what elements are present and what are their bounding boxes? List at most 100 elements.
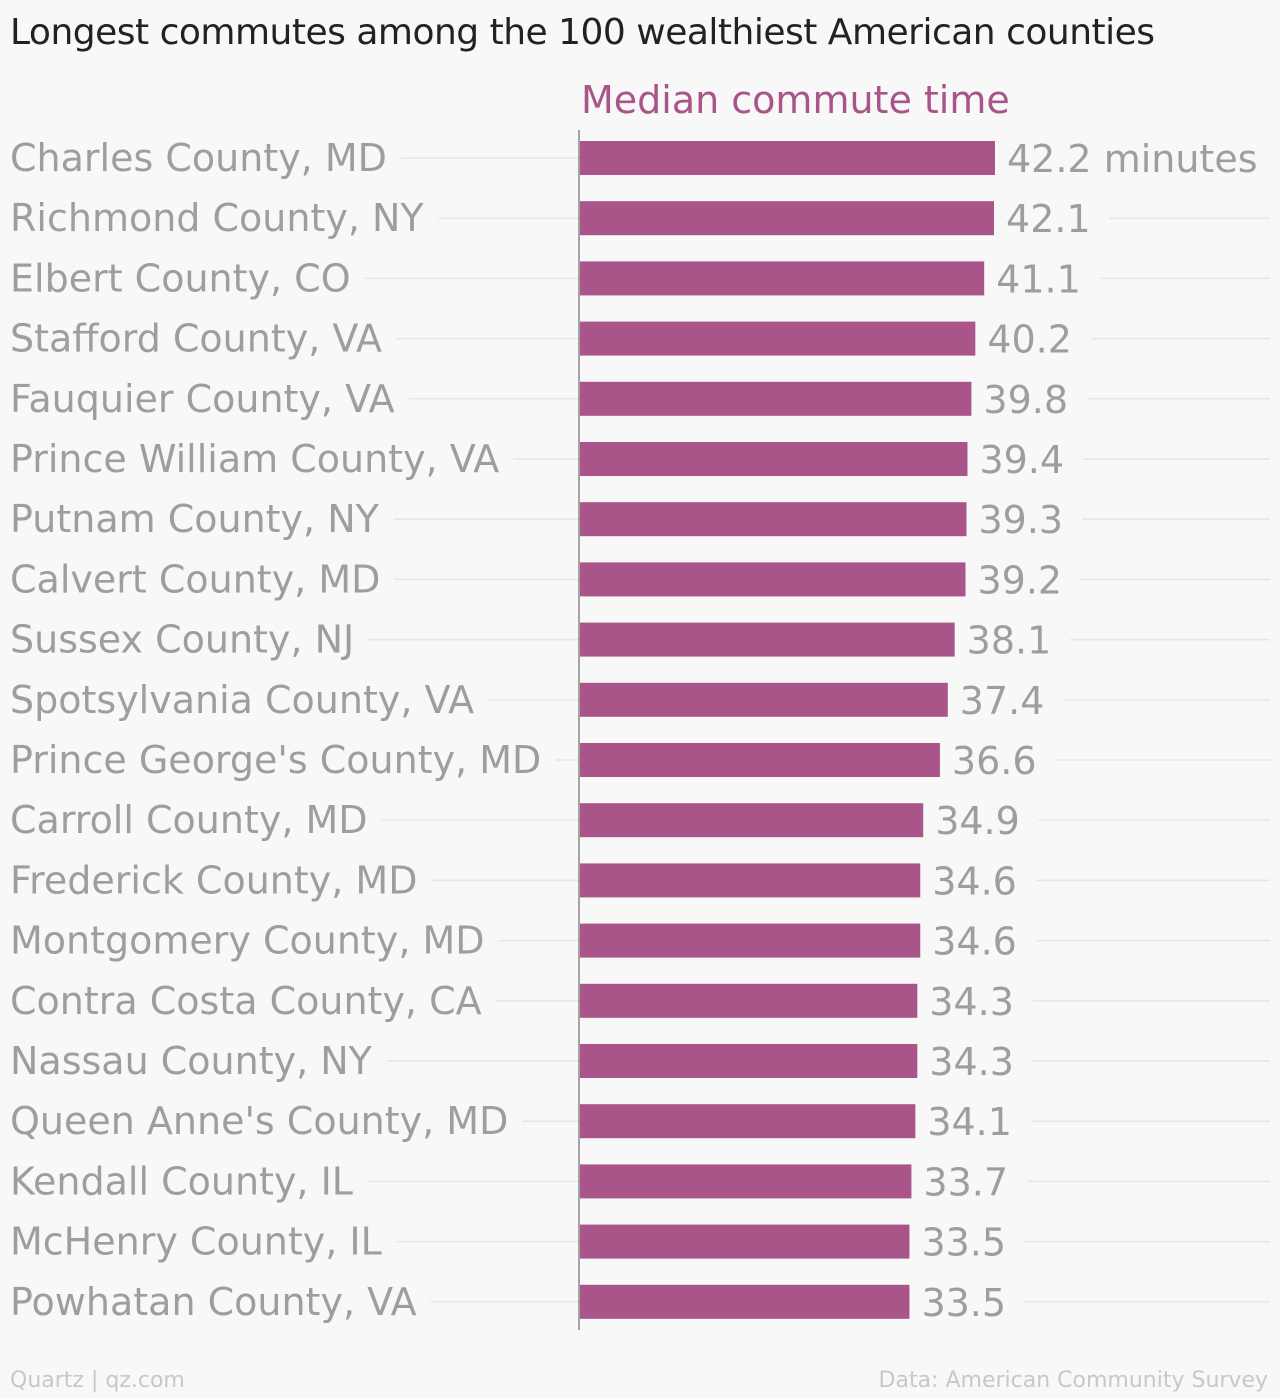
value-mask	[966, 455, 1084, 463]
bar	[580, 923, 921, 958]
category-label: Kendall County, IL	[10, 1159, 353, 1203]
bar	[580, 502, 967, 537]
label-mask	[0, 756, 556, 764]
category-label: Queen Anne's County, MD	[10, 1099, 508, 1143]
label-mask	[0, 1177, 367, 1186]
label-mask	[0, 334, 396, 343]
category-label: Frederick County, MD	[10, 858, 417, 902]
value-mask	[908, 1297, 1026, 1306]
category-label: Calvert County, MD	[10, 557, 380, 601]
bar	[580, 381, 972, 416]
bar	[580, 863, 921, 898]
value-label: 36.6	[952, 739, 1037, 783]
value-label: 33.5	[921, 1281, 1006, 1325]
bars	[580, 141, 995, 1319]
value-label: 34.9	[935, 799, 1020, 843]
value-label: 34.3	[929, 980, 1014, 1024]
label-mask	[0, 695, 489, 704]
bar	[580, 743, 940, 777]
label-mask	[0, 996, 496, 1005]
value-mask	[946, 695, 1064, 704]
category-label: Carroll County, MD	[10, 798, 368, 842]
value-label: 34.3	[929, 1040, 1014, 1084]
label-mask	[0, 876, 432, 885]
value-label: 34.6	[932, 920, 1017, 964]
value-label: 37.4	[960, 679, 1045, 723]
value-label: 42.2 minutes	[1007, 137, 1258, 181]
value-label: 34.6	[932, 859, 1017, 903]
bar	[580, 261, 985, 296]
bar	[580, 622, 955, 657]
category-label: Sussex County, NJ	[10, 618, 354, 662]
value-label: 34.1	[927, 1100, 1012, 1144]
value-mask	[914, 1117, 1031, 1126]
category-label: McHenry County, IL	[10, 1220, 382, 1264]
category-label: Powhatan County, VA	[10, 1280, 417, 1324]
value-label: 39.8	[983, 378, 1068, 422]
value-mask	[922, 816, 1039, 825]
bar	[580, 442, 968, 476]
labels: Charles County, MD 42.2 minutes Richmond C…	[10, 136, 1258, 1325]
value-mask	[919, 876, 1036, 885]
bar	[580, 1164, 912, 1199]
category-label: Stafford County, VA	[10, 317, 382, 361]
label-mask	[0, 274, 365, 283]
bar	[580, 562, 966, 597]
value-mask	[994, 154, 1277, 162]
value-label: 39.3	[978, 498, 1063, 542]
value-mask	[970, 394, 1088, 403]
category-label: Putnam County, NY	[10, 497, 380, 541]
category-label: Charles County, MD	[10, 136, 387, 180]
value-label: 38.1	[967, 619, 1052, 663]
bar	[580, 201, 995, 236]
bar	[580, 983, 918, 1018]
label-mask	[0, 1237, 396, 1246]
category-label: Prince George's County, MD	[10, 738, 541, 782]
category-label: Elbert County, CO	[10, 256, 351, 300]
label-mask	[0, 515, 394, 524]
value-mask	[908, 1237, 1026, 1246]
footer-source: Quartz | qz.com	[10, 1368, 185, 1393]
label-mask	[0, 1297, 431, 1306]
category-label: Spotsylvania County, VA	[10, 678, 474, 722]
series-label: Median commute time	[581, 78, 1010, 122]
category-label: Prince William County, VA	[10, 437, 499, 481]
value-label: 33.5	[921, 1221, 1006, 1265]
label-mask	[0, 214, 439, 223]
value-mask	[916, 1057, 1033, 1065]
value-mask	[938, 756, 1056, 764]
bar	[580, 1284, 910, 1319]
label-mask	[0, 1057, 387, 1065]
value-label: 41.1	[996, 257, 1081, 301]
label-mask	[0, 455, 514, 463]
value-mask	[919, 936, 1036, 945]
label-mask	[0, 154, 401, 162]
value-label: 39.2	[977, 558, 1062, 602]
label-mask	[0, 575, 395, 584]
category-label: Montgomery County, MD	[10, 919, 485, 963]
category-label: Nassau County, NY	[10, 1039, 373, 1083]
bar	[580, 141, 995, 175]
value-label: 40.2	[987, 318, 1072, 362]
bar	[580, 682, 948, 717]
bar	[580, 321, 976, 356]
category-label: Contra Costa County, CA	[10, 979, 482, 1023]
value-label: 39.4	[979, 438, 1064, 482]
bar	[580, 1224, 910, 1259]
label-mask	[0, 816, 382, 825]
label-mask	[0, 1117, 523, 1126]
bar	[580, 1044, 918, 1078]
label-mask	[0, 936, 499, 945]
label-mask	[0, 394, 409, 403]
bar	[580, 1104, 916, 1139]
value-mask	[983, 274, 1100, 283]
value-mask	[974, 334, 1091, 343]
value-label: 42.1	[1006, 197, 1091, 241]
value-mask	[910, 1177, 1028, 1186]
value-mask	[964, 575, 1082, 584]
value-mask	[916, 996, 1033, 1005]
value-label: 33.7	[923, 1160, 1008, 1204]
label-mask	[0, 635, 369, 644]
bar	[580, 803, 924, 838]
